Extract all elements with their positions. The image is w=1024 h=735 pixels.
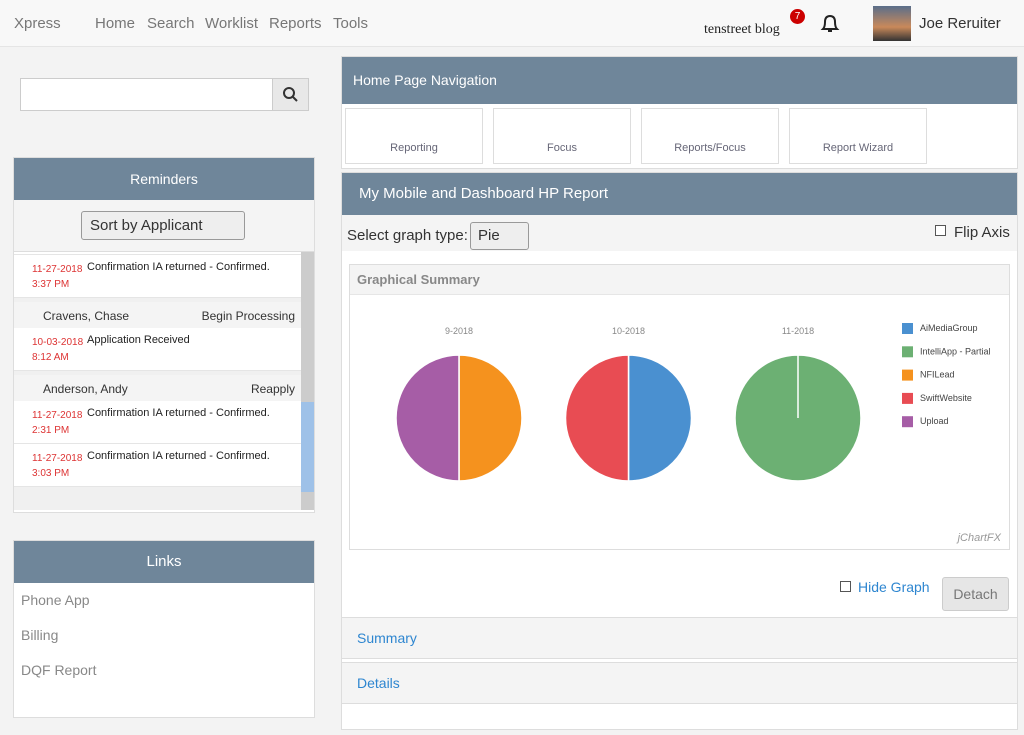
nav-item[interactable]: Reports [269,15,322,32]
applicant-name: Anderson, Andy [43,382,128,396]
brand[interactable]: Xpress [14,15,61,32]
badge: 7 [790,9,805,24]
section-title: Details [357,675,400,691]
reminders-header: Reminders [14,158,314,200]
links-header: Links [14,541,314,583]
reminder-text: Application Received [87,334,190,346]
section-row[interactable]: Summary [342,617,1017,659]
graph-box-title: Graphical Summary [350,265,1009,295]
nav-tile[interactable]: Focus [493,108,631,164]
reminder-item: 11-27-2018 Confirmation IA returned - Con… [14,255,301,298]
report-panel: My Mobile and Dashboard HP Report Select… [341,172,1018,730]
reminder-date: 11-27-2018 [32,264,83,275]
reminder-item: 10-03-2018 Application Received 8:12 AM [14,328,301,371]
links-panel: Links Phone App Billing DQF Report [13,540,315,718]
reminder-date: 11-27-2018 [32,410,83,421]
avatar [873,6,911,41]
search-input[interactable] [20,78,274,111]
top-nav [0,0,1024,47]
reminder-time: 3:03 PM [32,468,70,479]
reminder-date: 11-27-2018 [32,453,83,464]
report-header: My Mobile and Dashboard HP Report [342,173,1017,215]
hide-graph-label[interactable]: Hide Graph [858,579,930,595]
tile-label: Reports/Focus [674,142,746,154]
section-row[interactable]: Details [342,662,1017,704]
search-button[interactable] [272,78,309,111]
reminder-item: 11-27-2018 Confirmation IA returned - Con… [14,401,301,444]
tile-label: Focus [547,142,577,154]
home-nav-header: Home Page Navigation [342,57,1017,104]
reminder-group: Cravens, Chase Begin Processing [14,302,301,328]
nav-tile[interactable]: Reporting [345,108,483,164]
report-toolbar [342,215,1017,251]
home-nav-title: Home Page Navigation [353,72,497,88]
reminder-item: 3:25 PM [14,252,301,255]
link[interactable]: DQF Report [21,662,97,678]
watermark: jChartFX [957,532,1001,544]
reminders-panel: Reminders Sort by Applicant 3:25 PM11-27… [13,157,315,513]
report-title: My Mobile and Dashboard HP Report [359,185,609,202]
applicant-name: Cravens, Chase [43,309,130,323]
link[interactable]: Phone App [21,592,90,608]
applicant-status: Reapply [250,382,295,396]
reminder-group: Anderson, Andy Reapply [14,375,301,401]
reminder-date: 10-03-2018 [32,337,84,348]
reminder-text: Confirmation IA returned - Confirmed. [87,450,270,462]
graph-type-select[interactable]: Pie [470,222,529,250]
tile-label: Report Wizard [822,142,894,154]
nav-item[interactable]: Home [95,15,136,32]
user-menu[interactable]: Joe Reruiter [919,15,1001,32]
link[interactable]: Billing [21,627,59,643]
nav-item[interactable]: Tools [333,15,369,32]
reminder-text: Confirmation IA returned - Confirmed. [87,407,270,419]
reminders-list: 3:25 PM 11-27-2018 Confirmation IA returne… [14,252,301,510]
tile-label: Reporting [390,142,438,154]
reminder-text: Confirmation IA returned - Confirmed. [87,261,270,273]
scrollbar[interactable] [301,252,314,510]
detach-button[interactable]: Detach [942,577,1009,611]
section-title: Summary [357,630,417,646]
reminder-time: 2:31 PM [32,425,70,436]
hide-graph-checkbox[interactable] [840,581,851,592]
nav-tile[interactable]: Report Wizard [789,108,927,164]
applicant-status: Begin Processing [201,309,295,323]
reminder-time: 8:12 AM [32,352,69,363]
nav-tile[interactable]: Reports/Focus [641,108,779,164]
sort-select[interactable]: Sort by Applicant [81,211,245,240]
nav-item[interactable]: Worklist [205,15,259,32]
flip-axis-checkbox[interactable] [935,225,946,236]
links-title: Links [146,553,182,570]
bell-icon[interactable] [820,13,840,35]
reminders-title: Reminders [130,171,198,187]
graph-type-label: Select graph type: [347,227,468,244]
reminder-time: 3:37 PM [32,279,70,290]
flip-axis-label: Flip Axis [954,224,1010,241]
nav-item[interactable]: Search [147,15,195,32]
graph-box: Graphical Summary jChartFX [349,264,1010,550]
reminder-item: 11-27-2018 Confirmation IA returned - Con… [14,444,301,487]
blog-link[interactable]: tenstreet blog [704,22,780,37]
